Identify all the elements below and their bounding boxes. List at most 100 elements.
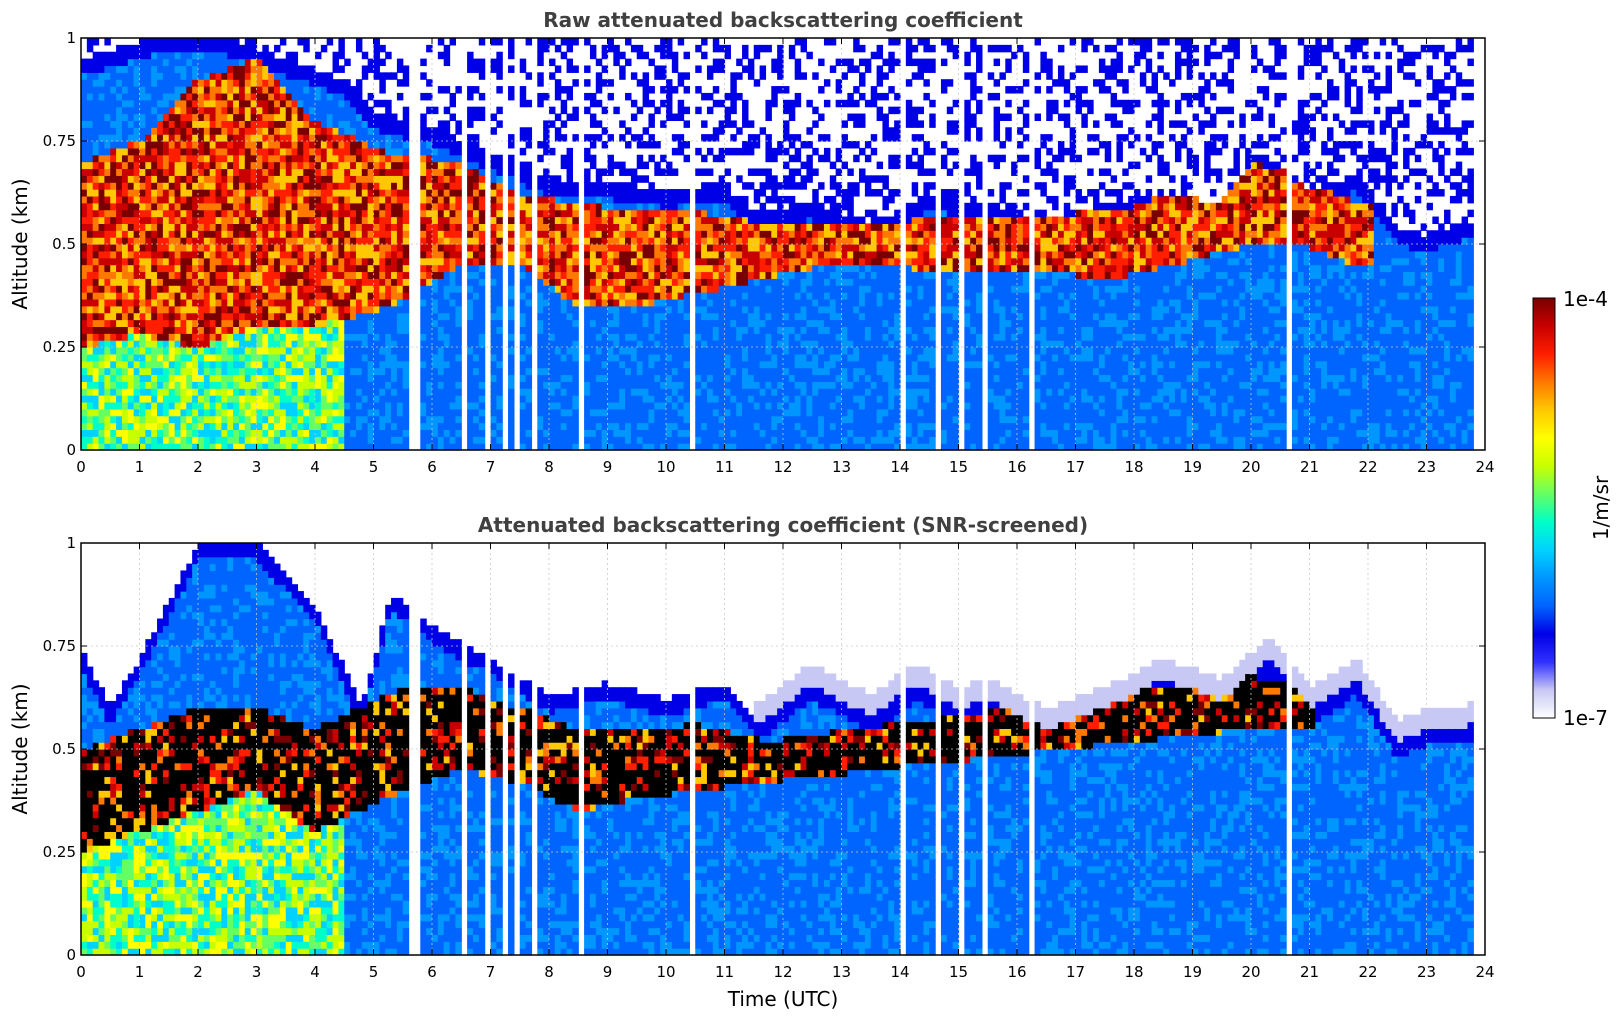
heatmap-cell bbox=[297, 381, 303, 388]
heatmap-cell bbox=[619, 210, 625, 217]
heatmap-cell bbox=[596, 79, 602, 86]
heatmap-cell bbox=[315, 100, 321, 107]
heatmap-cell bbox=[239, 313, 245, 320]
heatmap-cell bbox=[403, 340, 409, 347]
heatmap-cell bbox=[99, 395, 105, 402]
heatmap-cell bbox=[420, 395, 426, 402]
heatmap-cell bbox=[99, 306, 105, 313]
heatmap-cell bbox=[496, 265, 502, 272]
heatmap-cell bbox=[204, 388, 210, 395]
heatmap-cell bbox=[379, 196, 385, 203]
heatmap-cell bbox=[391, 141, 397, 148]
heatmap-cell bbox=[315, 168, 321, 175]
heatmap-cell bbox=[81, 278, 87, 285]
heatmap-cell bbox=[163, 381, 169, 388]
heatmap-cell bbox=[420, 333, 426, 340]
heatmap-cell bbox=[637, 340, 643, 347]
heatmap-cell bbox=[175, 361, 181, 368]
heatmap-cell bbox=[157, 52, 163, 59]
heatmap-cell bbox=[280, 155, 286, 162]
heatmap-cell bbox=[104, 196, 110, 203]
heatmap-cell bbox=[391, 381, 397, 388]
heatmap-cell bbox=[169, 374, 175, 381]
heatmap-cell bbox=[374, 436, 380, 443]
heatmap-cell bbox=[496, 258, 502, 265]
heatmap-cell bbox=[286, 59, 292, 66]
heatmap-cell bbox=[648, 59, 654, 66]
heatmap-cell bbox=[596, 134, 602, 141]
heatmap-cell bbox=[385, 107, 391, 114]
heatmap-cell bbox=[356, 93, 362, 100]
heatmap-cell bbox=[362, 320, 368, 327]
heatmap-cell bbox=[602, 189, 608, 196]
heatmap-cell bbox=[292, 313, 298, 320]
heatmap-cell bbox=[180, 210, 186, 217]
heatmap-cell bbox=[338, 285, 344, 292]
heatmap-cell bbox=[157, 368, 163, 375]
heatmap-cell bbox=[198, 38, 204, 45]
heatmap-cell bbox=[561, 368, 567, 375]
heatmap-cell bbox=[81, 59, 87, 66]
heatmap-cell bbox=[397, 258, 403, 265]
heatmap-cell bbox=[526, 436, 532, 443]
heatmap-cell bbox=[87, 271, 93, 278]
heatmap-cell bbox=[613, 436, 619, 443]
heatmap-cell bbox=[374, 265, 380, 272]
heatmap-cell bbox=[450, 251, 456, 258]
heatmap-cell bbox=[333, 361, 339, 368]
heatmap-cell bbox=[221, 155, 227, 162]
heatmap-cell bbox=[467, 59, 473, 66]
heatmap-cell bbox=[315, 436, 321, 443]
heatmap-cell bbox=[631, 292, 637, 299]
heatmap-cell bbox=[169, 237, 175, 244]
heatmap-cell bbox=[81, 86, 87, 93]
heatmap-cell bbox=[180, 361, 186, 368]
heatmap-cell bbox=[321, 368, 327, 375]
heatmap-cell bbox=[379, 162, 385, 169]
heatmap-cell bbox=[257, 251, 263, 258]
heatmap-cell bbox=[180, 395, 186, 402]
heatmap-cell bbox=[643, 141, 649, 148]
heatmap-cell bbox=[608, 292, 614, 299]
heatmap-cell bbox=[87, 114, 93, 121]
heatmap-cell bbox=[262, 120, 268, 127]
heatmap-cell bbox=[180, 120, 186, 127]
heatmap-cell bbox=[245, 306, 251, 313]
heatmap-cell bbox=[110, 361, 116, 368]
heatmap-cell bbox=[643, 127, 649, 134]
heatmap-cell bbox=[186, 292, 192, 299]
heatmap-cell bbox=[104, 374, 110, 381]
heatmap-cell bbox=[257, 210, 263, 217]
heatmap-cell bbox=[145, 409, 151, 416]
heatmap-cell bbox=[145, 107, 151, 114]
heatmap-cell bbox=[257, 409, 263, 416]
heatmap-cell bbox=[221, 429, 227, 436]
heatmap-cell bbox=[496, 429, 502, 436]
heatmap-cell bbox=[338, 299, 344, 306]
heatmap-cell bbox=[455, 120, 461, 127]
heatmap-cell bbox=[496, 175, 502, 182]
heatmap-cell bbox=[122, 168, 128, 175]
heatmap-cell bbox=[245, 217, 251, 224]
heatmap-cell bbox=[286, 162, 292, 169]
heatmap-cell bbox=[216, 203, 222, 210]
heatmap-cell bbox=[169, 306, 175, 313]
heatmap-cell bbox=[596, 436, 602, 443]
heatmap-cell bbox=[590, 155, 596, 162]
heatmap-cell bbox=[180, 368, 186, 375]
heatmap-cell bbox=[344, 120, 350, 127]
heatmap-cell bbox=[344, 155, 350, 162]
heatmap-cell bbox=[192, 162, 198, 169]
heatmap-cell bbox=[180, 423, 186, 430]
heatmap-cell bbox=[175, 423, 181, 430]
heatmap-cell bbox=[321, 182, 327, 189]
heatmap-cell bbox=[292, 107, 298, 114]
heatmap-cell bbox=[543, 134, 549, 141]
heatmap-cell bbox=[262, 313, 268, 320]
heatmap-cell bbox=[491, 65, 497, 72]
heatmap-cell bbox=[596, 368, 602, 375]
heatmap-cell bbox=[104, 203, 110, 210]
heatmap-cell bbox=[163, 86, 169, 93]
heatmap-cell bbox=[204, 326, 210, 333]
heatmap-cell bbox=[537, 100, 543, 107]
